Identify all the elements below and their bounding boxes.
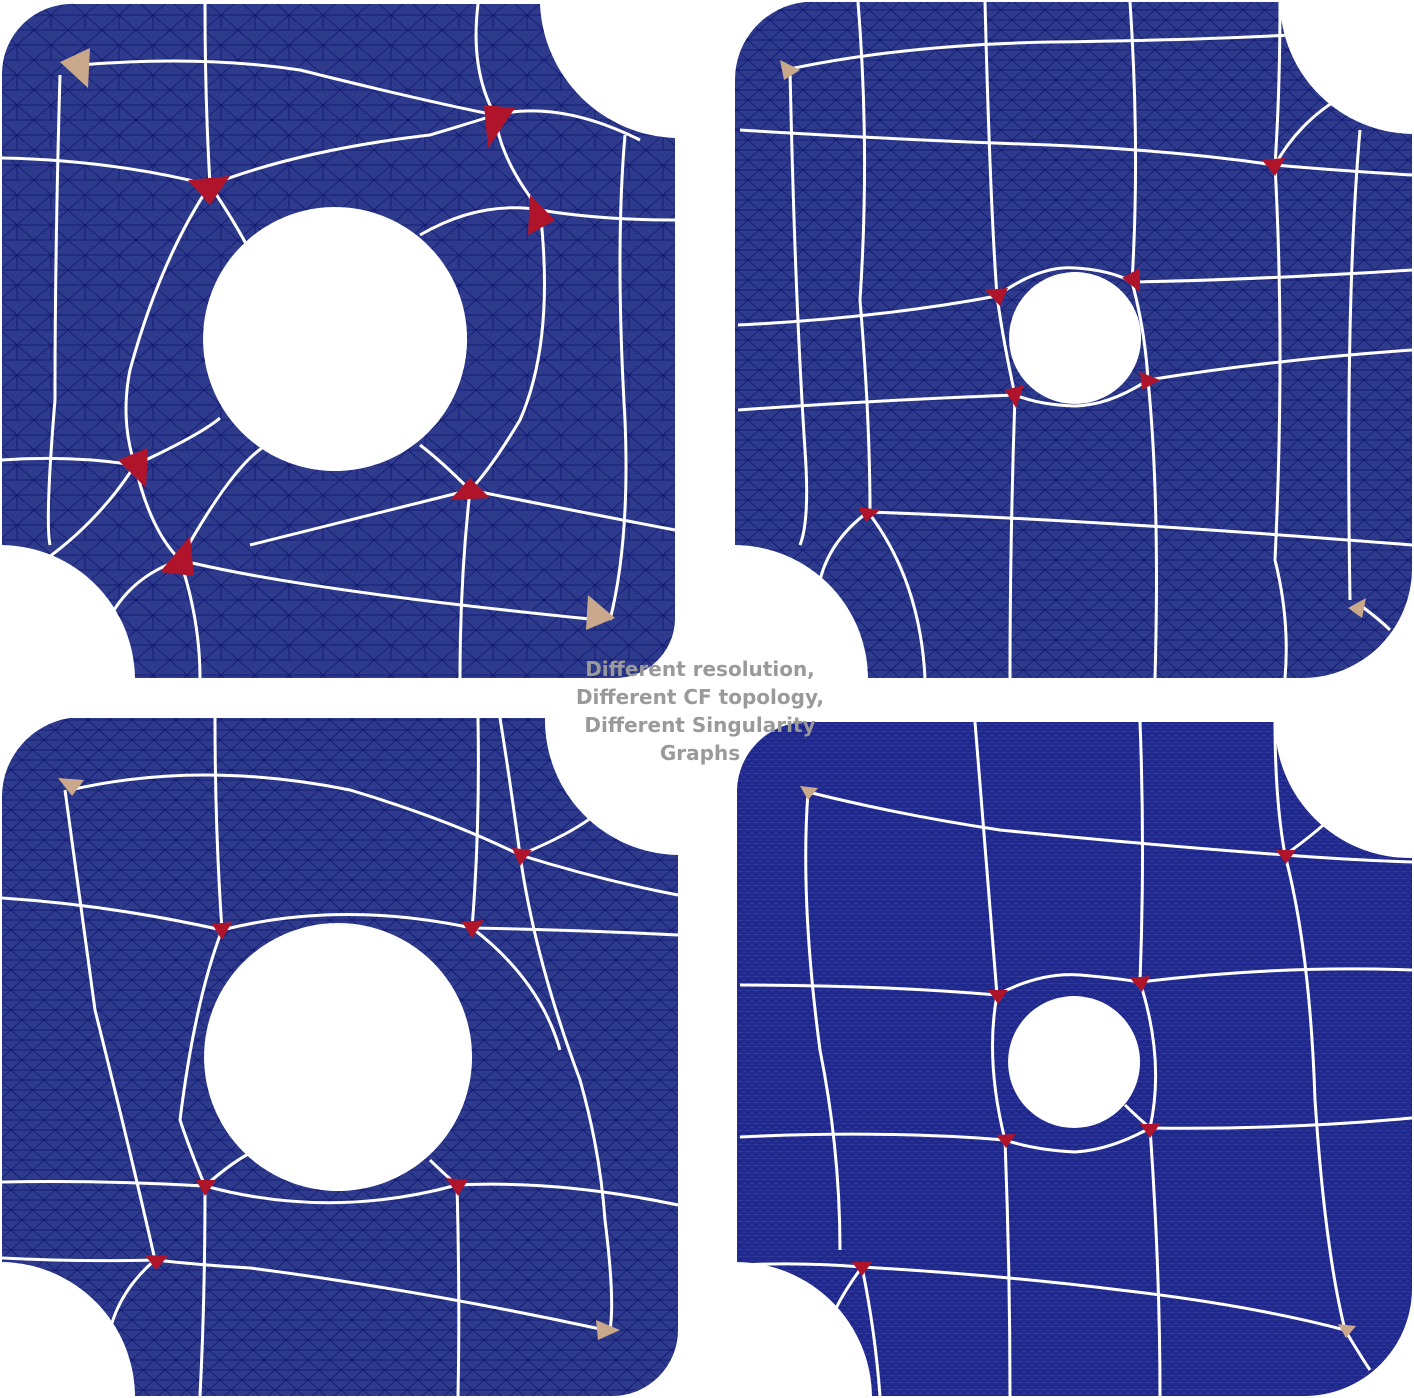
singularity-red bbox=[1262, 158, 1285, 176]
panel-top-left-mesh bbox=[1, 3, 676, 678]
panel-bottom-left-singularities bbox=[58, 778, 620, 1340]
singularity-red bbox=[985, 288, 1008, 306]
panel-bottom-right-mesh bbox=[737, 722, 1412, 1396]
singularity-red bbox=[145, 1255, 168, 1270]
panel-top-right-mesh bbox=[734, 2, 1412, 678]
caption-line-4: Graphs bbox=[659, 741, 741, 765]
singularity-red bbox=[1130, 976, 1150, 992]
singularity-tan bbox=[586, 595, 615, 630]
panel-top-right bbox=[734, 1, 1413, 679]
singularity-red bbox=[450, 478, 490, 500]
singularity-red bbox=[996, 1134, 1016, 1148]
singularity-red bbox=[1005, 385, 1024, 408]
singularity-red bbox=[1140, 1124, 1160, 1138]
singularity-red bbox=[118, 448, 148, 488]
caption-line-2: Different CF topology, bbox=[575, 685, 825, 709]
singularity-tan bbox=[800, 786, 818, 800]
panel-bottom-left-separatrices bbox=[1, 717, 679, 1397]
singularity-red bbox=[988, 990, 1008, 1004]
singularity-red bbox=[188, 176, 230, 205]
singularity-red bbox=[484, 105, 515, 148]
singularity-red bbox=[528, 195, 555, 235]
singularity-red bbox=[852, 1262, 872, 1276]
panel-bottom-right-separatrices bbox=[739, 721, 1413, 1397]
singularity-red bbox=[212, 922, 232, 940]
singularity-red bbox=[858, 507, 880, 522]
singularity-red bbox=[446, 1178, 468, 1196]
singularity-tan bbox=[58, 778, 84, 796]
singularity-red bbox=[462, 920, 484, 938]
caption-line-3: Different Singularity bbox=[584, 713, 816, 737]
panel-top-left-singularities bbox=[60, 48, 615, 630]
panel-bottom-left bbox=[1, 717, 679, 1397]
panel-bottom-right bbox=[737, 721, 1413, 1397]
panel-bottom-left-mesh bbox=[2, 718, 678, 1396]
singularity-red bbox=[1276, 850, 1296, 864]
singularity-tan bbox=[60, 48, 90, 88]
singularity-red bbox=[196, 1180, 216, 1196]
panel-top-right-singularities bbox=[780, 60, 1366, 618]
panel-top-right-separatrices bbox=[737, 1, 1413, 679]
singularity-tan bbox=[1348, 598, 1366, 618]
singularity-red bbox=[160, 536, 194, 576]
singularity-tan bbox=[1338, 1324, 1356, 1338]
caption-line-1: Different resolution, bbox=[585, 657, 815, 681]
panel-top-left bbox=[1, 3, 676, 679]
figure-caption: Different resolution, Different CF topol… bbox=[520, 655, 880, 767]
singularity-red bbox=[512, 848, 532, 866]
panel-bottom-right-singularities bbox=[800, 786, 1356, 1338]
singularity-red bbox=[1122, 268, 1140, 292]
singularity-tan bbox=[780, 60, 800, 80]
singularity-red bbox=[1140, 372, 1160, 390]
singularity-tan bbox=[596, 1320, 620, 1340]
